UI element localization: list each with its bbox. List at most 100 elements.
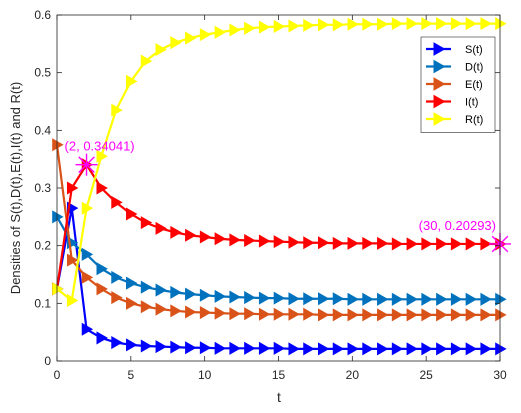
data-point-marker bbox=[288, 342, 300, 356]
data-point-marker bbox=[347, 342, 359, 356]
data-point-marker bbox=[273, 341, 286, 355]
data-point-marker bbox=[391, 308, 404, 322]
data-point-marker bbox=[303, 18, 315, 32]
data-point-marker bbox=[66, 293, 79, 307]
axes: 0 5 10 15 20 25 30 0 0.1 0.2 0.3 0.4 0.5 0.6 bbox=[34, 8, 507, 382]
data-point-marker bbox=[96, 282, 108, 296]
data-point-marker bbox=[140, 300, 153, 314]
data-point-marker bbox=[406, 342, 419, 356]
data-point-marker bbox=[66, 181, 79, 195]
data-point-marker bbox=[436, 308, 448, 322]
data-point-marker bbox=[273, 291, 286, 305]
data-point-marker bbox=[140, 216, 153, 230]
datatip-star-marker bbox=[78, 156, 95, 173]
data-point-marker bbox=[495, 308, 507, 322]
data-point-marker bbox=[126, 338, 138, 352]
data-point-marker bbox=[185, 31, 197, 45]
legend-label: R(t) bbox=[465, 114, 483, 126]
data-point-marker bbox=[244, 291, 256, 305]
data-point-marker bbox=[436, 292, 448, 306]
legend-marker bbox=[433, 59, 446, 74]
data-point-marker bbox=[362, 17, 374, 31]
data-point-marker bbox=[155, 302, 167, 316]
legend: S(t) D(t) E(t) I(t) R(t) bbox=[420, 36, 496, 133]
data-point-marker bbox=[273, 235, 286, 249]
y-axis-label: Densities of S(t),D(t),E(t),I(t) and R(t… bbox=[8, 82, 23, 294]
data-point-marker bbox=[52, 282, 64, 296]
y-tick-label: 0.4 bbox=[34, 123, 51, 137]
x-tick-label: 20 bbox=[346, 368, 360, 382]
data-point-marker bbox=[244, 21, 256, 35]
data-point-marker bbox=[406, 292, 419, 306]
legend-marker bbox=[433, 112, 446, 126]
x-tick-label: 15 bbox=[272, 368, 286, 382]
data-point-marker bbox=[318, 18, 330, 32]
data-point-marker bbox=[214, 289, 227, 303]
data-point-marker bbox=[332, 308, 345, 322]
y-tick-label: 0 bbox=[44, 354, 51, 368]
data-point-marker bbox=[126, 74, 138, 88]
data-point-marker bbox=[465, 292, 478, 306]
series-rt bbox=[52, 17, 507, 307]
data-point-marker bbox=[244, 341, 256, 355]
data-point-marker bbox=[347, 292, 359, 306]
data-point-marker bbox=[199, 230, 212, 244]
data-point-marker bbox=[450, 342, 463, 356]
data-point-marker bbox=[391, 17, 404, 31]
data-point-marker bbox=[126, 276, 138, 290]
data-point-marker bbox=[81, 247, 94, 261]
legend-marker bbox=[433, 77, 446, 91]
data-point-marker bbox=[185, 228, 197, 242]
data-point-marker bbox=[155, 283, 167, 297]
data-point-marker bbox=[111, 336, 123, 350]
data-point-marker bbox=[303, 292, 315, 306]
data-point-marker bbox=[391, 292, 404, 306]
data-point-marker bbox=[436, 17, 448, 31]
data-point-marker bbox=[214, 232, 227, 246]
data-point-marker bbox=[377, 308, 389, 322]
datatip-0: (2, 0.34041) bbox=[65, 139, 135, 176]
data-point-marker bbox=[450, 17, 463, 31]
data-point-marker bbox=[362, 308, 374, 322]
data-point-marker bbox=[362, 342, 374, 356]
data-point-marker bbox=[377, 17, 389, 31]
data-point-marker bbox=[318, 308, 330, 322]
legend-label: I(t) bbox=[465, 97, 478, 109]
data-point-marker bbox=[318, 236, 330, 250]
data-point-marker bbox=[229, 290, 241, 304]
data-point-marker bbox=[406, 308, 419, 322]
legend-entry: R(t) bbox=[426, 112, 483, 126]
data-point-marker bbox=[332, 342, 345, 356]
data-point-marker bbox=[155, 340, 167, 354]
data-point-marker bbox=[126, 207, 138, 221]
data-point-marker bbox=[185, 287, 197, 301]
data-point-marker bbox=[199, 341, 212, 355]
data-point-marker bbox=[495, 17, 507, 31]
data-point-marker bbox=[303, 342, 315, 356]
data-point-marker bbox=[81, 322, 94, 336]
data-point-marker bbox=[258, 307, 271, 321]
data-point-marker bbox=[52, 210, 64, 224]
data-point-marker bbox=[421, 292, 433, 306]
data-point-marker bbox=[111, 270, 123, 284]
data-point-marker bbox=[258, 291, 271, 305]
legend-label: S(t) bbox=[465, 44, 483, 56]
data-point-marker bbox=[199, 288, 212, 302]
x-tick-label: 10 bbox=[198, 368, 212, 382]
data-point-marker bbox=[436, 237, 448, 251]
data-point-marker bbox=[303, 307, 315, 321]
data-point-marker bbox=[199, 28, 212, 42]
legend-marker bbox=[433, 94, 446, 109]
legend-entry: D(t) bbox=[426, 59, 483, 74]
data-point-marker bbox=[111, 103, 123, 117]
data-point-marker bbox=[96, 181, 108, 195]
data-point-marker bbox=[81, 201, 94, 215]
data-point-marker bbox=[377, 236, 389, 250]
data-point-marker bbox=[288, 307, 300, 321]
data-point-marker bbox=[170, 225, 182, 239]
data-point-marker bbox=[185, 305, 197, 319]
data-point-marker bbox=[495, 292, 507, 306]
data-point-marker bbox=[480, 237, 492, 251]
